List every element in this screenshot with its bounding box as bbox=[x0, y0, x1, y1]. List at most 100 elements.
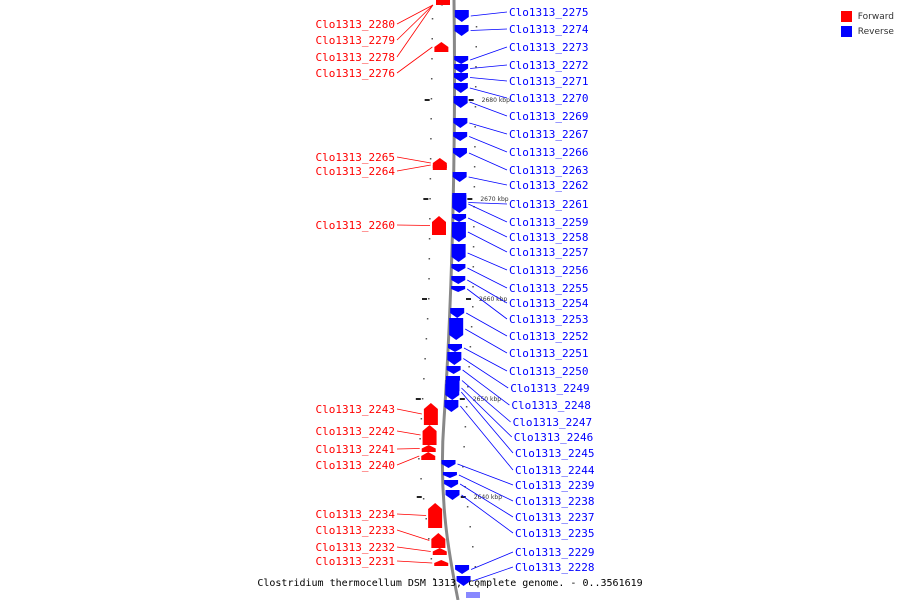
major-tick-left bbox=[416, 496, 422, 498]
minor-tick bbox=[425, 338, 428, 340]
minor-tick bbox=[426, 318, 429, 320]
forward-leader-line bbox=[396, 4, 434, 41]
legend-forward-label: Forward bbox=[857, 11, 894, 22]
minor-tick bbox=[472, 306, 474, 308]
reverse-gene-label: Clo1313_2267 bbox=[509, 128, 588, 141]
minor-tick bbox=[420, 418, 423, 420]
forward-leader-line bbox=[396, 4, 434, 58]
forward-gene bbox=[421, 445, 436, 452]
reverse-gene-label: Clo1313_2263 bbox=[509, 164, 588, 177]
reverse-gene bbox=[454, 56, 469, 64]
reverse-gene-partial bbox=[466, 592, 480, 598]
minor-tick bbox=[474, 566, 477, 568]
forward-swatch bbox=[840, 11, 852, 22]
minor-tick bbox=[467, 386, 469, 388]
major-tick-right bbox=[467, 198, 473, 200]
reverse-gene-label: Clo1313_2258 bbox=[509, 231, 588, 244]
reverse-leader-line bbox=[470, 551, 514, 570]
reverse-gene bbox=[451, 276, 466, 284]
reverse-gene bbox=[446, 366, 461, 374]
forward-gene-label: Clo1313_2231 bbox=[316, 555, 395, 568]
reverse-gene bbox=[454, 10, 469, 22]
reverse-gene bbox=[450, 308, 465, 318]
reverse-gene-label: Clo1313_2257 bbox=[509, 246, 588, 259]
reverse-gene bbox=[452, 172, 467, 182]
reverse-leader-line bbox=[467, 279, 508, 304]
minor-tick bbox=[429, 218, 431, 220]
forward-gene bbox=[428, 503, 443, 528]
minor-tick bbox=[431, 38, 433, 40]
leader-lines bbox=[396, 4, 514, 582]
reverse-leader-line bbox=[465, 312, 508, 337]
forward-gene bbox=[431, 216, 446, 235]
major-tick-right bbox=[466, 298, 472, 300]
forward-gene-label: Clo1313_2243 bbox=[316, 403, 395, 416]
legend-reverse: Reverse bbox=[840, 24, 894, 39]
forward-gene-label: Clo1313_2260 bbox=[316, 219, 395, 232]
reverse-gene bbox=[453, 73, 468, 82]
major-tick-right bbox=[459, 398, 465, 400]
reverse-gene bbox=[452, 214, 467, 222]
minor-tick bbox=[428, 538, 430, 540]
forward-leader-line bbox=[396, 164, 431, 172]
forward-gene-label: Clo1313_2278 bbox=[316, 51, 395, 64]
minor-tick bbox=[462, 466, 464, 468]
forward-gene bbox=[434, 560, 449, 566]
minor-tick bbox=[477, 586, 479, 588]
reverse-gene bbox=[456, 576, 471, 586]
gene-labels: Clo1313_2280 Clo1313_2279 Clo1313_2278 Clo1… bbox=[316, 6, 595, 574]
axis-tick-label: 2660 kbp bbox=[479, 296, 507, 303]
reverse-gene-label: Clo1313_2273 bbox=[509, 41, 588, 54]
minor-tick bbox=[472, 546, 474, 548]
minor-tick bbox=[433, 578, 435, 580]
minor-tick bbox=[465, 406, 468, 408]
reverse-gene-label: Clo1313_2274 bbox=[509, 23, 589, 36]
legend: Forward Reverse bbox=[840, 9, 894, 39]
reverse-gene-label: Clo1313_2269 bbox=[509, 110, 588, 123]
forward-leader-line bbox=[396, 46, 433, 74]
reverse-leader-line bbox=[470, 64, 508, 69]
minor-tick bbox=[463, 446, 465, 448]
reverse-leader-line bbox=[472, 566, 514, 582]
forward-gene bbox=[432, 548, 447, 555]
axis-tick-label: 2670 kbp bbox=[480, 196, 508, 203]
minor-tick bbox=[428, 258, 431, 260]
reverse-leader-line bbox=[467, 231, 508, 253]
reverse-leader-line bbox=[462, 369, 510, 406]
minor-tick bbox=[464, 426, 467, 428]
reverse-leader-line bbox=[469, 101, 508, 117]
reverse-leader-line bbox=[461, 387, 513, 438]
reverse-leader-line bbox=[463, 358, 509, 389]
reverse-gene-label: Clo1313_2249 bbox=[510, 382, 589, 395]
minor-tick bbox=[474, 106, 477, 108]
forward-leader-line bbox=[396, 546, 431, 552]
reverse-leader-line bbox=[463, 347, 508, 372]
minor-tick bbox=[431, 18, 434, 20]
reverse-gene bbox=[449, 318, 464, 340]
reverse-gene-label: Clo1313_2247 bbox=[513, 416, 592, 429]
reverse-gene bbox=[451, 286, 466, 292]
minor-tick bbox=[473, 166, 476, 168]
minor-tick bbox=[423, 378, 425, 380]
genome-backbone bbox=[440, 0, 460, 600]
minor-tick bbox=[430, 78, 433, 80]
minor-tick bbox=[475, 26, 478, 28]
reverse-leader-line bbox=[464, 328, 508, 354]
forward-gene bbox=[431, 533, 446, 548]
reverse-leader-line bbox=[469, 136, 508, 153]
reverse-gene-label: Clo1313_2271 bbox=[509, 75, 588, 88]
reverse-leader-line bbox=[461, 380, 511, 423]
reverse-leader-line bbox=[470, 11, 508, 17]
reverse-leader-line bbox=[467, 252, 508, 271]
reverse-leader-line bbox=[469, 77, 508, 82]
reverse-gene bbox=[453, 96, 468, 108]
reverse-gene bbox=[442, 472, 457, 478]
reverse-gene-label: Clo1313_2246 bbox=[514, 431, 593, 444]
tick-marks: 2680 kbp 2670 kbp 2660 kbp 2650 kbp 2640 kbp bbox=[415, 18, 510, 588]
forward-leader-line bbox=[396, 448, 420, 450]
forward-gene bbox=[432, 160, 447, 170]
reverse-leader-line bbox=[468, 202, 508, 205]
minor-tick bbox=[418, 458, 420, 460]
forward-leader-line bbox=[396, 513, 427, 516]
forward-gene-label: Clo1313_2232 bbox=[316, 541, 395, 554]
